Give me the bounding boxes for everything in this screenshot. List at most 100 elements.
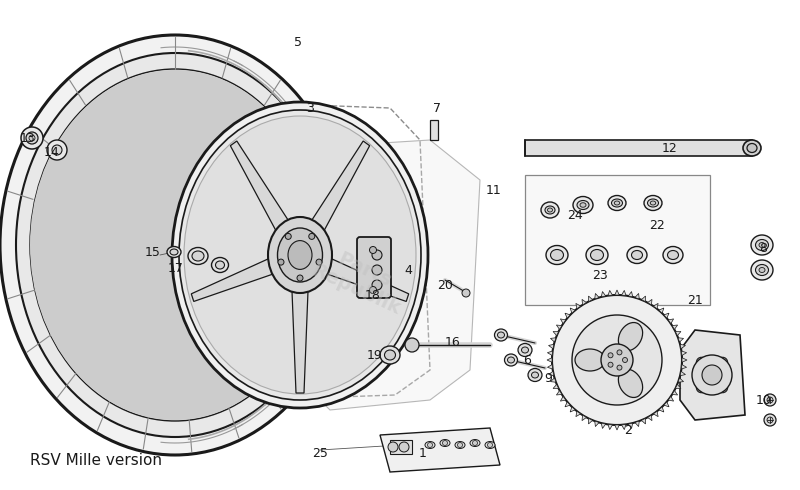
Text: 15: 15	[145, 245, 161, 259]
Ellipse shape	[528, 368, 542, 382]
Polygon shape	[549, 344, 554, 349]
Polygon shape	[300, 140, 480, 410]
Ellipse shape	[425, 441, 435, 448]
Ellipse shape	[547, 208, 553, 212]
Text: 2: 2	[624, 423, 632, 437]
Polygon shape	[553, 384, 558, 389]
Circle shape	[692, 355, 732, 395]
Polygon shape	[565, 313, 570, 318]
Text: 21: 21	[687, 294, 703, 307]
Circle shape	[696, 357, 706, 368]
Polygon shape	[602, 292, 606, 297]
Text: 25: 25	[312, 446, 328, 460]
Polygon shape	[635, 421, 639, 427]
Polygon shape	[576, 411, 581, 416]
Circle shape	[370, 246, 377, 253]
Polygon shape	[594, 421, 599, 427]
Circle shape	[718, 383, 728, 392]
Ellipse shape	[268, 217, 332, 293]
Text: 8: 8	[759, 242, 767, 254]
Ellipse shape	[747, 144, 757, 152]
Polygon shape	[672, 325, 678, 329]
Polygon shape	[550, 338, 556, 342]
Ellipse shape	[546, 245, 568, 265]
Circle shape	[617, 350, 622, 355]
Ellipse shape	[650, 201, 656, 205]
Text: 17: 17	[168, 262, 184, 274]
Text: 23: 23	[592, 269, 608, 281]
Ellipse shape	[590, 249, 603, 261]
Polygon shape	[550, 378, 556, 382]
Polygon shape	[582, 299, 586, 305]
Polygon shape	[191, 259, 274, 301]
Polygon shape	[582, 415, 586, 420]
Text: 24: 24	[567, 209, 583, 221]
Polygon shape	[642, 418, 646, 424]
Circle shape	[21, 127, 43, 149]
Polygon shape	[380, 428, 500, 472]
Circle shape	[316, 259, 322, 265]
Circle shape	[286, 233, 291, 240]
Ellipse shape	[505, 354, 518, 366]
Polygon shape	[682, 365, 686, 369]
Ellipse shape	[30, 69, 320, 421]
Ellipse shape	[215, 261, 225, 269]
Text: 4: 4	[404, 264, 412, 276]
Polygon shape	[614, 290, 619, 295]
Polygon shape	[230, 141, 289, 231]
Circle shape	[764, 394, 776, 406]
Polygon shape	[549, 371, 554, 376]
Circle shape	[388, 442, 398, 452]
Polygon shape	[553, 332, 558, 336]
Polygon shape	[589, 418, 593, 424]
Text: 1: 1	[419, 446, 427, 460]
Polygon shape	[675, 384, 681, 389]
Ellipse shape	[440, 440, 450, 446]
Ellipse shape	[192, 251, 204, 261]
Circle shape	[309, 233, 314, 240]
Circle shape	[458, 442, 462, 447]
Polygon shape	[658, 407, 664, 412]
Polygon shape	[560, 319, 566, 324]
Ellipse shape	[614, 201, 620, 205]
Circle shape	[696, 383, 706, 392]
Polygon shape	[594, 294, 599, 299]
Text: 22: 22	[649, 219, 665, 231]
Ellipse shape	[545, 206, 555, 214]
Polygon shape	[560, 396, 566, 401]
Polygon shape	[326, 259, 409, 301]
Text: Parts
Republik: Parts Republik	[308, 241, 412, 319]
Bar	[430, 120, 438, 140]
Polygon shape	[547, 358, 552, 362]
Circle shape	[372, 265, 382, 275]
FancyBboxPatch shape	[357, 237, 391, 298]
Ellipse shape	[531, 372, 538, 378]
Polygon shape	[680, 371, 686, 376]
Text: 16: 16	[445, 336, 461, 348]
Ellipse shape	[541, 202, 559, 218]
Polygon shape	[608, 424, 613, 430]
Circle shape	[608, 353, 613, 358]
Polygon shape	[622, 424, 626, 430]
Circle shape	[405, 338, 419, 352]
Circle shape	[608, 362, 613, 367]
Ellipse shape	[755, 265, 769, 275]
Ellipse shape	[0, 35, 350, 455]
Ellipse shape	[608, 196, 626, 211]
Circle shape	[767, 417, 773, 423]
Circle shape	[427, 442, 433, 447]
Ellipse shape	[522, 347, 529, 353]
Polygon shape	[664, 313, 669, 318]
Circle shape	[473, 441, 478, 445]
Circle shape	[278, 259, 284, 265]
Circle shape	[764, 414, 776, 426]
Polygon shape	[647, 299, 652, 305]
Text: 14: 14	[44, 146, 60, 158]
Ellipse shape	[575, 349, 605, 371]
Circle shape	[399, 442, 409, 452]
Polygon shape	[622, 291, 626, 295]
Ellipse shape	[211, 258, 229, 272]
Text: 3: 3	[306, 101, 314, 115]
Polygon shape	[570, 407, 575, 412]
Circle shape	[767, 397, 773, 403]
